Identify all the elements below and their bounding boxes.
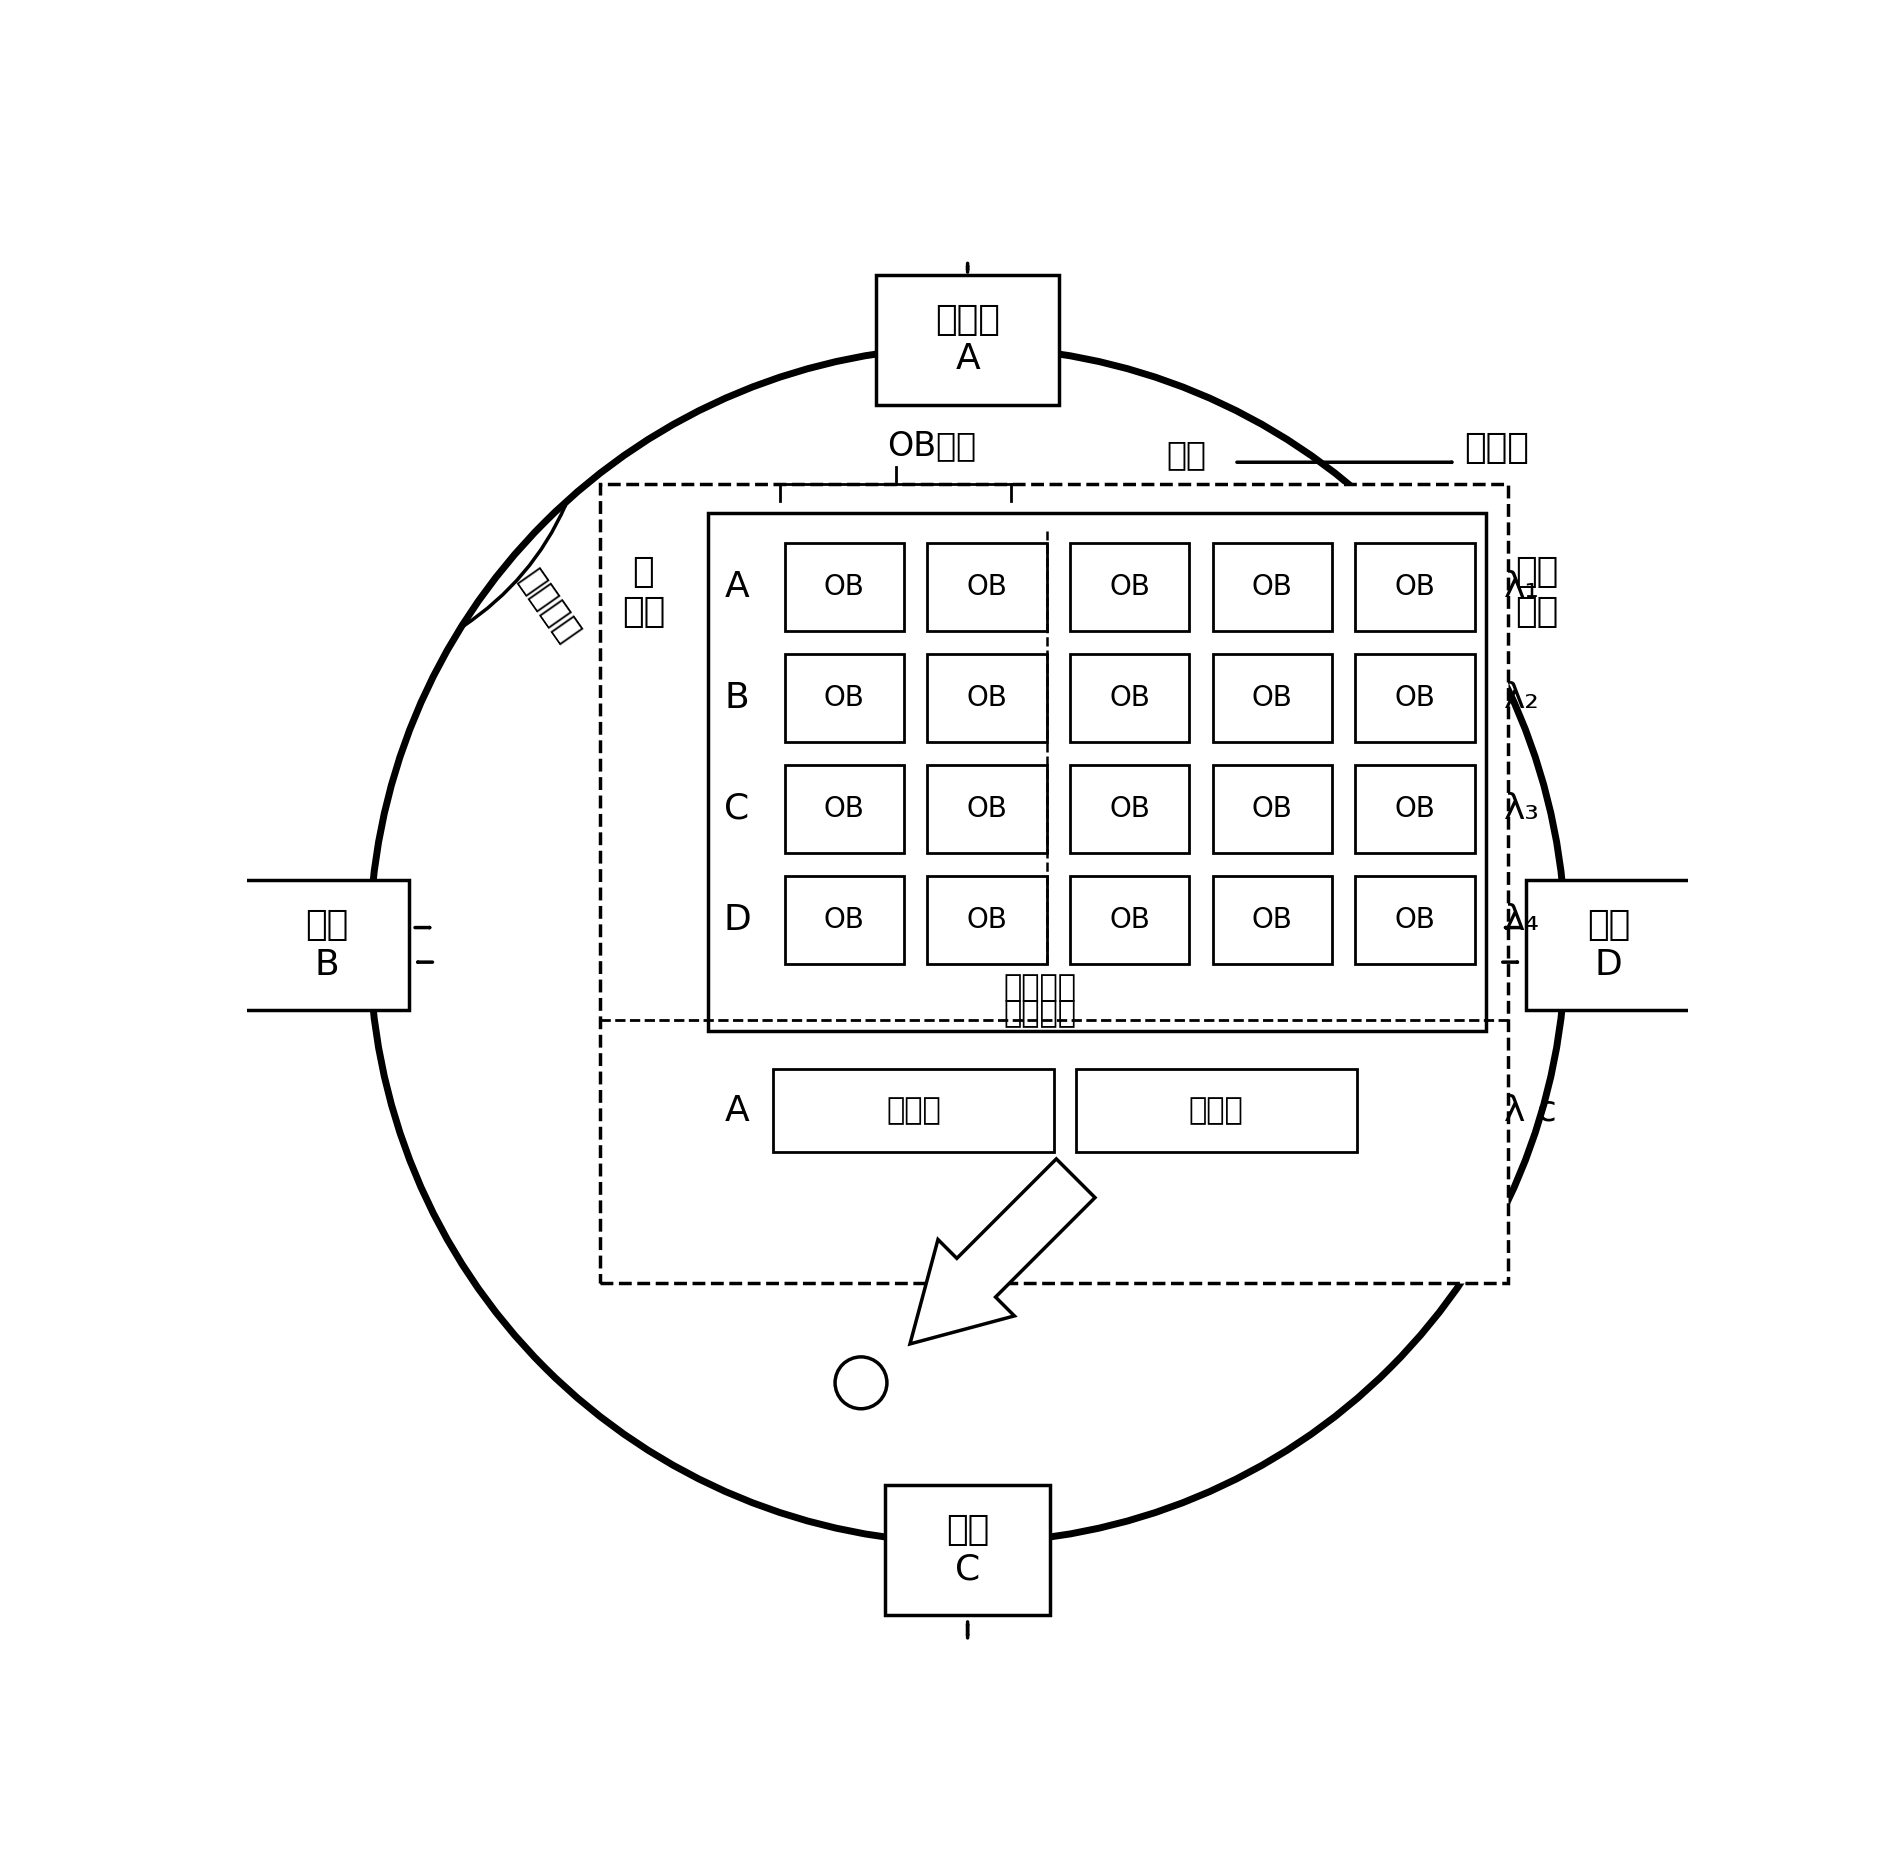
FancyBboxPatch shape [785,543,904,631]
Text: OB: OB [967,795,1008,823]
Text: λ c: λ c [1503,1093,1556,1128]
Text: OB: OB [1252,795,1293,823]
FancyBboxPatch shape [1070,543,1189,631]
FancyBboxPatch shape [927,765,1046,853]
Text: OB: OB [967,683,1008,711]
FancyBboxPatch shape [1526,879,1692,1010]
Text: 节点
C: 节点 C [946,1514,989,1587]
FancyBboxPatch shape [1076,1068,1357,1153]
Text: OB: OB [967,906,1008,934]
FancyBboxPatch shape [785,653,904,741]
Text: 传输方向: 传输方向 [514,563,587,649]
Text: λ₂: λ₂ [1503,681,1539,715]
Text: OB: OB [823,683,865,711]
FancyBboxPatch shape [1070,765,1189,853]
Text: OB: OB [823,906,865,934]
Text: 控制帧: 控制帧 [885,1096,940,1124]
Text: OB: OB [967,573,1008,601]
Text: OB: OB [1110,795,1150,823]
FancyBboxPatch shape [244,879,410,1010]
Text: λ₄: λ₄ [1503,902,1539,937]
Text: A: A [725,1093,750,1128]
Text: OB时隙: OB时隙 [887,428,976,462]
Text: 节点
D: 节点 D [1588,907,1631,982]
FancyBboxPatch shape [600,485,1509,1284]
Text: 数据平面: 数据平面 [1003,973,1076,1003]
Text: λ₃: λ₃ [1503,791,1539,825]
Text: C: C [725,791,750,825]
Text: 主节点
A: 主节点 A [935,303,1001,376]
Text: 源
节点: 源 节点 [621,556,665,629]
FancyBboxPatch shape [785,876,904,964]
FancyBboxPatch shape [1212,876,1333,964]
Text: OB: OB [1110,683,1150,711]
FancyBboxPatch shape [1356,653,1475,741]
Text: D: D [723,902,751,937]
Text: OB: OB [1252,683,1293,711]
Text: λ₁: λ₁ [1503,571,1539,604]
FancyBboxPatch shape [1356,765,1475,853]
Text: OB: OB [823,795,865,823]
FancyBboxPatch shape [772,1068,1054,1153]
Text: OB: OB [1395,906,1435,934]
FancyBboxPatch shape [927,876,1046,964]
Polygon shape [910,1158,1095,1343]
Text: 控制平面: 控制平面 [1003,999,1076,1029]
Text: OB: OB [1395,795,1435,823]
FancyBboxPatch shape [785,765,904,853]
Text: OB: OB [1110,573,1150,601]
FancyBboxPatch shape [708,513,1486,1031]
Text: OB: OB [1252,573,1293,601]
FancyBboxPatch shape [1212,765,1333,853]
FancyBboxPatch shape [876,275,1059,404]
Text: OB: OB [1395,573,1435,601]
FancyBboxPatch shape [1070,876,1189,964]
FancyBboxPatch shape [1356,876,1475,964]
Text: 控制帧: 控制帧 [1189,1096,1244,1124]
Text: OB: OB [1110,906,1150,934]
FancyBboxPatch shape [927,653,1046,741]
Text: 发送
波长: 发送 波长 [1514,556,1558,629]
FancyBboxPatch shape [927,543,1046,631]
Text: 节点
B: 节点 B [304,907,347,982]
FancyBboxPatch shape [885,1486,1050,1615]
Text: OB: OB [1252,906,1293,934]
FancyBboxPatch shape [1356,543,1475,631]
FancyBboxPatch shape [1212,653,1333,741]
Text: 时间: 时间 [1167,438,1206,471]
Text: OB: OB [823,573,865,601]
Text: 光纤环: 光纤环 [1465,430,1529,464]
Text: B: B [725,681,750,715]
FancyBboxPatch shape [1070,653,1189,741]
FancyBboxPatch shape [1212,543,1333,631]
Text: OB: OB [1395,683,1435,711]
Text: A: A [725,571,750,604]
